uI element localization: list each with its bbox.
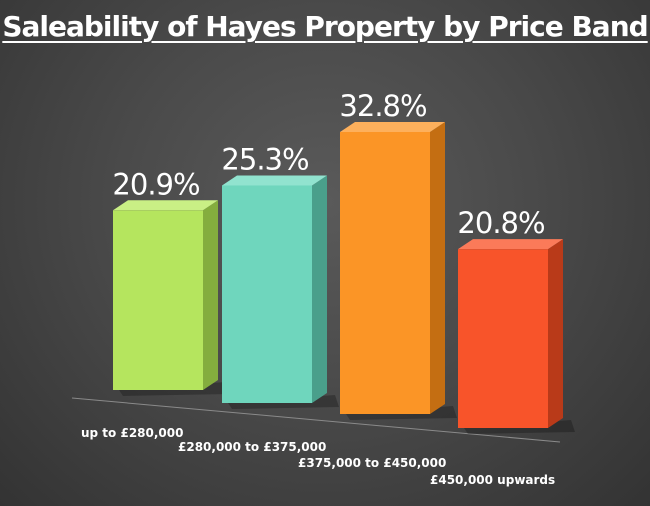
value-label: 20.9% [112,167,199,201]
value-label: 32.8% [339,89,426,123]
bar-front [458,249,548,428]
bar [340,122,457,420]
value-labels-layer: 20.9% 25.3% 32.8% 20.8% [112,89,545,240]
category-label: £280,000 to £375,000 [178,440,326,454]
chart-baseline [71,397,561,443]
bar-side [203,200,218,390]
value-label: 25.3% [221,142,308,176]
category-labels-layer: up to £280,000£280,000 to £375,000 £375,0… [81,426,555,487]
bar-front [222,185,312,403]
bar-top [340,122,445,132]
category-label: up to £280,000 [81,426,183,440]
value-label: 20.8% [457,206,544,240]
bar-front [340,132,430,414]
bar-top [458,239,563,250]
bars-layer [113,122,575,434]
bar-side [312,175,327,403]
bar-side [430,122,445,414]
bar-top [113,200,218,211]
bar [458,239,575,434]
bar-top [222,175,327,186]
bar [113,200,230,396]
chart-title: Saleability of Hayes Property by Price B… [2,10,648,43]
bar [222,175,339,409]
category-label: £375,000 to £450,000 [298,456,446,470]
bar-front [113,210,203,390]
bar-side [548,239,563,428]
category-label: £450,000 upwards [430,473,555,487]
